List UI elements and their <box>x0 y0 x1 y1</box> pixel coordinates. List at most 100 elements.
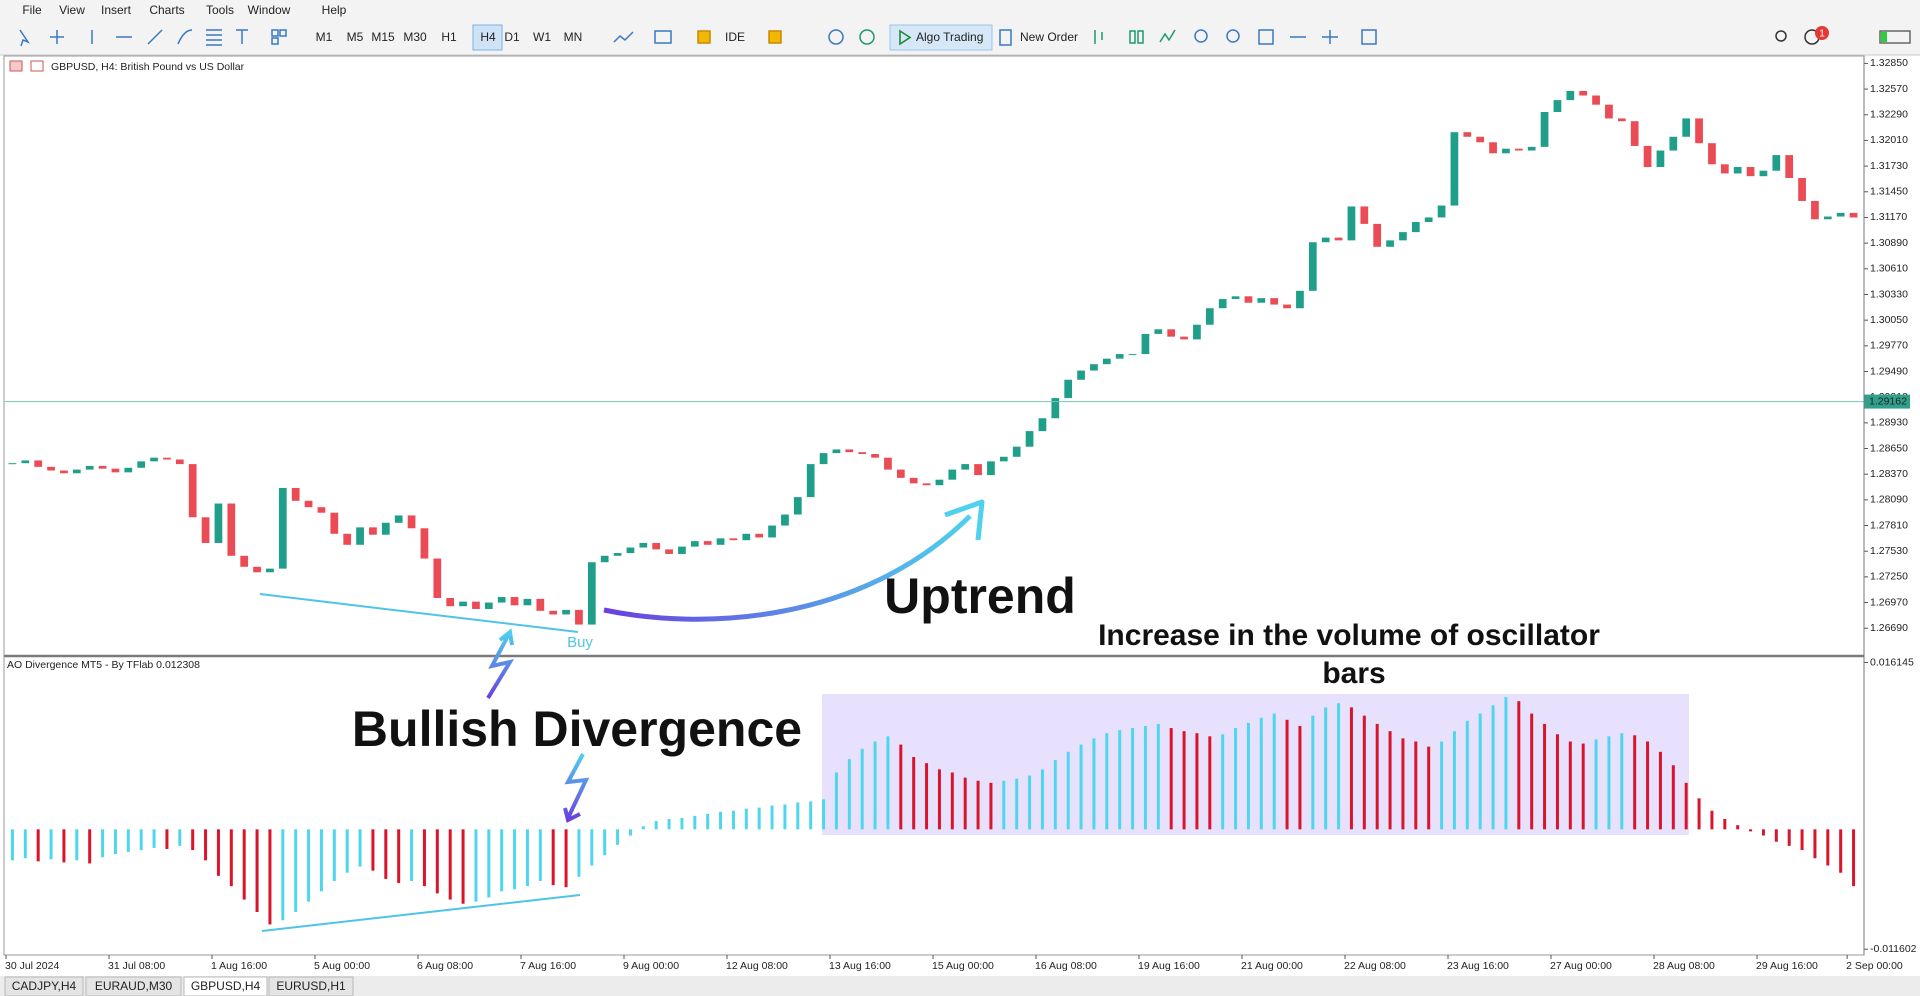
candle <box>137 461 146 468</box>
timeframe-button[interactable]: W1 <box>533 30 551 44</box>
candle <box>1514 148 1523 151</box>
candle <box>446 597 455 607</box>
candle <box>459 601 467 607</box>
candle <box>1605 104 1613 119</box>
timeframe-button[interactable]: M15 <box>371 30 395 44</box>
algo-trading-label[interactable]: Algo Trading <box>916 30 983 44</box>
timeframe-button[interactable]: H4 <box>480 30 496 44</box>
candle <box>1798 178 1806 201</box>
oscillator-bar <box>1131 728 1135 830</box>
oscillator-bar <box>191 829 195 850</box>
chart-icon <box>30 60 44 72</box>
oscillator-bar <box>1221 734 1225 830</box>
uptrend-label: Uptrend <box>884 568 1076 624</box>
candle <box>188 464 197 518</box>
candle <box>214 503 223 543</box>
candle <box>1811 200 1819 220</box>
oscillator-bar <box>590 829 594 866</box>
menu-item[interactable]: File <box>22 3 42 17</box>
tab[interactable] <box>85 976 182 996</box>
divergence-line <box>261 894 581 932</box>
timeframe-button[interactable]: MN <box>564 30 583 44</box>
oscillator-bar <box>1028 775 1032 830</box>
y-tick-label: 1.28930 <box>1870 417 1908 429</box>
oscillator-bar <box>860 748 864 830</box>
menu-item[interactable]: Charts <box>149 3 184 17</box>
y-tick-label: 0.016145 <box>1870 656 1914 668</box>
oscillator-bar <box>873 741 877 830</box>
indicator-title: AO Divergence MT5 - By TFlab 0.012308 <box>7 659 200 671</box>
tab-label[interactable]: EURUSD,H1 <box>276 979 346 993</box>
candle <box>536 598 545 611</box>
x-tick-label: 30 Jul 2024 <box>5 960 59 972</box>
candle <box>1218 299 1227 309</box>
oscillator-bar <box>62 829 66 863</box>
x-tick-label: 23 Aug 16:00 <box>1447 960 1509 972</box>
oscillator-bar <box>783 804 787 830</box>
tab[interactable] <box>183 976 268 996</box>
oscillator-bar <box>1349 707 1353 830</box>
candle <box>768 525 776 538</box>
oscillator-bar <box>925 763 929 830</box>
menu-item[interactable]: Window <box>248 3 291 17</box>
candle <box>343 533 352 545</box>
new-order-button[interactable]: New Order <box>1020 30 1078 44</box>
ide-button[interactable]: IDE <box>725 30 745 44</box>
candle <box>1849 212 1858 218</box>
candle <box>72 469 81 474</box>
candle <box>369 527 377 535</box>
candle <box>523 598 532 606</box>
tab-label[interactable]: EURAUD,M30 <box>95 979 173 993</box>
menu-item[interactable]: Insert <box>101 3 132 17</box>
timeframe-button[interactable]: D1 <box>504 30 520 44</box>
x-tick-label: 6 Aug 08:00 <box>417 960 473 972</box>
oscillator-bar <box>834 772 838 830</box>
candle <box>394 515 403 523</box>
oscillator-bar <box>1594 739 1598 830</box>
timeframe-button[interactable]: M1 <box>316 30 333 44</box>
oscillator-bar <box>1246 722 1250 830</box>
x-tick-label: 15 Aug 00:00 <box>932 960 994 972</box>
timeframe-button[interactable]: M5 <box>347 30 364 44</box>
candle <box>1012 446 1021 457</box>
oscillator-bar <box>1053 760 1057 830</box>
y-tick-label: 1.32850 <box>1870 57 1908 69</box>
candle <box>1540 112 1549 147</box>
tab-bar <box>0 976 1920 996</box>
menu-item[interactable]: View <box>59 3 85 17</box>
oscillator-bar <box>538 829 542 881</box>
oscillator-bar <box>139 829 143 850</box>
candle <box>1025 431 1034 447</box>
candle <box>948 469 957 480</box>
tab[interactable] <box>268 976 354 996</box>
tab[interactable] <box>4 976 84 996</box>
algo-button[interactable] <box>889 24 993 51</box>
candle <box>1746 167 1755 177</box>
tab-label[interactable]: GBPUSD,H4 <box>191 979 261 993</box>
candle <box>922 483 931 486</box>
oscillator-bar <box>1465 720 1469 830</box>
candle <box>1411 222 1420 233</box>
oscillator-bar <box>242 829 246 900</box>
x-tick-label: 2 Sep 00:00 <box>1846 960 1903 972</box>
tab-label[interactable]: CADJPY,H4 <box>12 979 77 993</box>
candle <box>1193 324 1201 340</box>
y-tick-label: 1.30610 <box>1870 263 1908 275</box>
candle <box>1360 206 1369 224</box>
candle <box>407 515 416 529</box>
candle <box>484 602 493 609</box>
candle <box>1502 148 1510 154</box>
candle <box>111 468 120 473</box>
menu-item[interactable]: Help <box>322 3 347 17</box>
candle <box>1038 418 1047 432</box>
candle <box>278 487 287 569</box>
oscillator-bar <box>1568 741 1572 830</box>
oscillator-bar <box>500 829 504 892</box>
y-tick-label: 1.29490 <box>1870 365 1908 377</box>
menu-item[interactable]: Tools <box>206 3 234 17</box>
oscillator-bar <box>126 829 130 853</box>
oscillator-bar <box>899 744 903 830</box>
timeframe-button[interactable]: M30 <box>403 30 427 44</box>
candle <box>1785 155 1794 179</box>
timeframe-button[interactable]: H1 <box>441 30 457 44</box>
